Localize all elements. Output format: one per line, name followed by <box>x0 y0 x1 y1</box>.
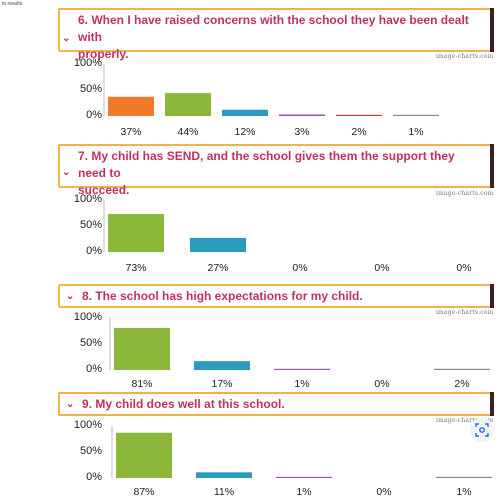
bar-chart <box>109 318 490 370</box>
bar <box>108 96 154 116</box>
watermark: image-charts.com <box>436 417 494 424</box>
bar <box>276 476 332 478</box>
y-tick-label: 100% <box>73 311 102 323</box>
legend-item-not-raised: ave not sed any cerns <box>2 8 44 34</box>
legend-item-dont-know: n't know <box>2 170 44 184</box>
legend-item-label: Agree <box>6 98 21 104</box>
legend-title: to results <box>2 1 23 7</box>
y-tick-label: 50% <box>79 337 102 349</box>
y-tick-label: 0% <box>86 245 102 257</box>
question-title-line: properly. <box>78 47 129 61</box>
y-tick-label: 50% <box>79 445 102 457</box>
chevron-down-icon: ⌄ <box>66 399 75 410</box>
chevron-down-icon: ⌄ <box>62 167 71 178</box>
watermark: image-charts.com <box>436 190 494 197</box>
watermark: image-charts.com <box>436 53 494 60</box>
bar-value-label: 81% <box>131 378 153 390</box>
bar-value-label: 0% <box>292 262 308 274</box>
y-tick-label: 0% <box>86 109 102 121</box>
question-8-chart: 100% 50% 0% 81% 17% 1% 0% 2% <box>64 310 494 390</box>
bar <box>436 476 492 478</box>
question-title-line: 9. My child does well at this school. <box>82 397 285 411</box>
bar-chart <box>103 200 246 252</box>
y-tick-label: 50% <box>79 83 102 95</box>
y-tick-label: 50% <box>79 219 102 231</box>
bar <box>196 472 252 478</box>
bar <box>190 237 246 252</box>
bar-value-label: 1% <box>456 486 472 498</box>
legend-item-strongly-agree: trongly agree <box>2 68 44 90</box>
bar-value-label: 0% <box>456 262 472 274</box>
bar-value-label: 1% <box>296 486 312 498</box>
bar <box>279 114 325 116</box>
question-title-line: 6. When I have raised concerns with the … <box>78 13 469 44</box>
question-7-header[interactable]: ⌄ 7. My child has SEND, and the school g… <box>58 144 494 197</box>
bar-value-label: 0% <box>374 378 390 390</box>
bar-value-label: 2% <box>351 126 367 138</box>
bar-value-label: 17% <box>211 378 233 390</box>
legend-item-label: n't know <box>6 172 27 178</box>
lens-button[interactable] <box>470 418 494 442</box>
watermark: image-charts.com <box>436 309 494 316</box>
bar-value-label: 37% <box>120 126 142 138</box>
bar-value-label: 73% <box>125 262 147 274</box>
chevron-down-icon: ⌄ <box>66 291 75 302</box>
legend-item-label: trongly sagree <box>6 144 23 156</box>
bar-value-label: 27% <box>207 262 229 274</box>
question-8-header[interactable]: ⌄ 8. The school has high expectations fo… <box>58 284 494 308</box>
question-title-line: 7. My child has SEND, and the school giv… <box>78 149 455 180</box>
legend-item-agree: Agree <box>2 96 44 110</box>
bar <box>222 109 268 116</box>
bar <box>165 93 211 116</box>
bar <box>114 327 170 370</box>
y-tick-label: 100% <box>73 57 102 69</box>
y-tick-label: 0% <box>86 471 102 483</box>
chevron-down-icon: ⌄ <box>62 33 71 44</box>
legend-item-label: ave not sed any cerns <box>6 10 34 22</box>
bar-value-label: 87% <box>133 486 155 498</box>
lens-icon <box>475 423 489 437</box>
question-title-line: 8. The school has high expectations for … <box>82 289 363 303</box>
bar-chart <box>103 64 439 116</box>
question-7-chart: 100% 50% 0% 73% 27% 0% 0% 0% <box>64 192 494 276</box>
bar-chart <box>111 426 492 478</box>
bar-value-label: 12% <box>234 126 256 138</box>
bar <box>194 361 250 370</box>
y-tick-label: 100% <box>73 419 102 431</box>
question-6-chart: 100% 50% 0% 37% 44% 12% 3% 2% 1% <box>64 56 494 140</box>
bar-value-label: 44% <box>177 126 199 138</box>
bar <box>336 114 382 116</box>
bar-value-label: 1% <box>294 378 310 390</box>
legend-item-disagree: sagree <box>2 119 44 133</box>
bar-value-label: 11% <box>213 486 235 498</box>
bar <box>434 368 490 370</box>
bar-value-label: 1% <box>408 126 424 138</box>
bar <box>274 368 330 370</box>
y-tick-label: 100% <box>73 193 102 205</box>
bar <box>393 114 439 116</box>
bar-value-label: 2% <box>454 378 470 390</box>
legend-item-strongly-disagree: trongly sagree <box>2 142 44 164</box>
legend-item-label: sagree <box>6 121 23 127</box>
question-9-header[interactable]: ⌄ 9. My child does well at this school. <box>58 392 494 416</box>
bar-value-label: 3% <box>294 126 310 138</box>
question-9-chart: 100% 50% 0% 87% 11% 1% 0% 1% <box>64 418 494 500</box>
bar <box>108 214 164 252</box>
question-title-line: succeed. <box>78 183 130 197</box>
bar <box>116 432 172 478</box>
bar-value-label: 0% <box>376 486 392 498</box>
bar-value-label: 0% <box>374 262 390 274</box>
legend-panel: to results ave not sed any cerns trongly… <box>0 0 46 200</box>
question-6-header[interactable]: ⌄ 6. When I have raised concerns with th… <box>58 8 494 61</box>
y-tick-label: 0% <box>86 363 102 375</box>
legend-item-label: trongly agree <box>6 70 38 76</box>
